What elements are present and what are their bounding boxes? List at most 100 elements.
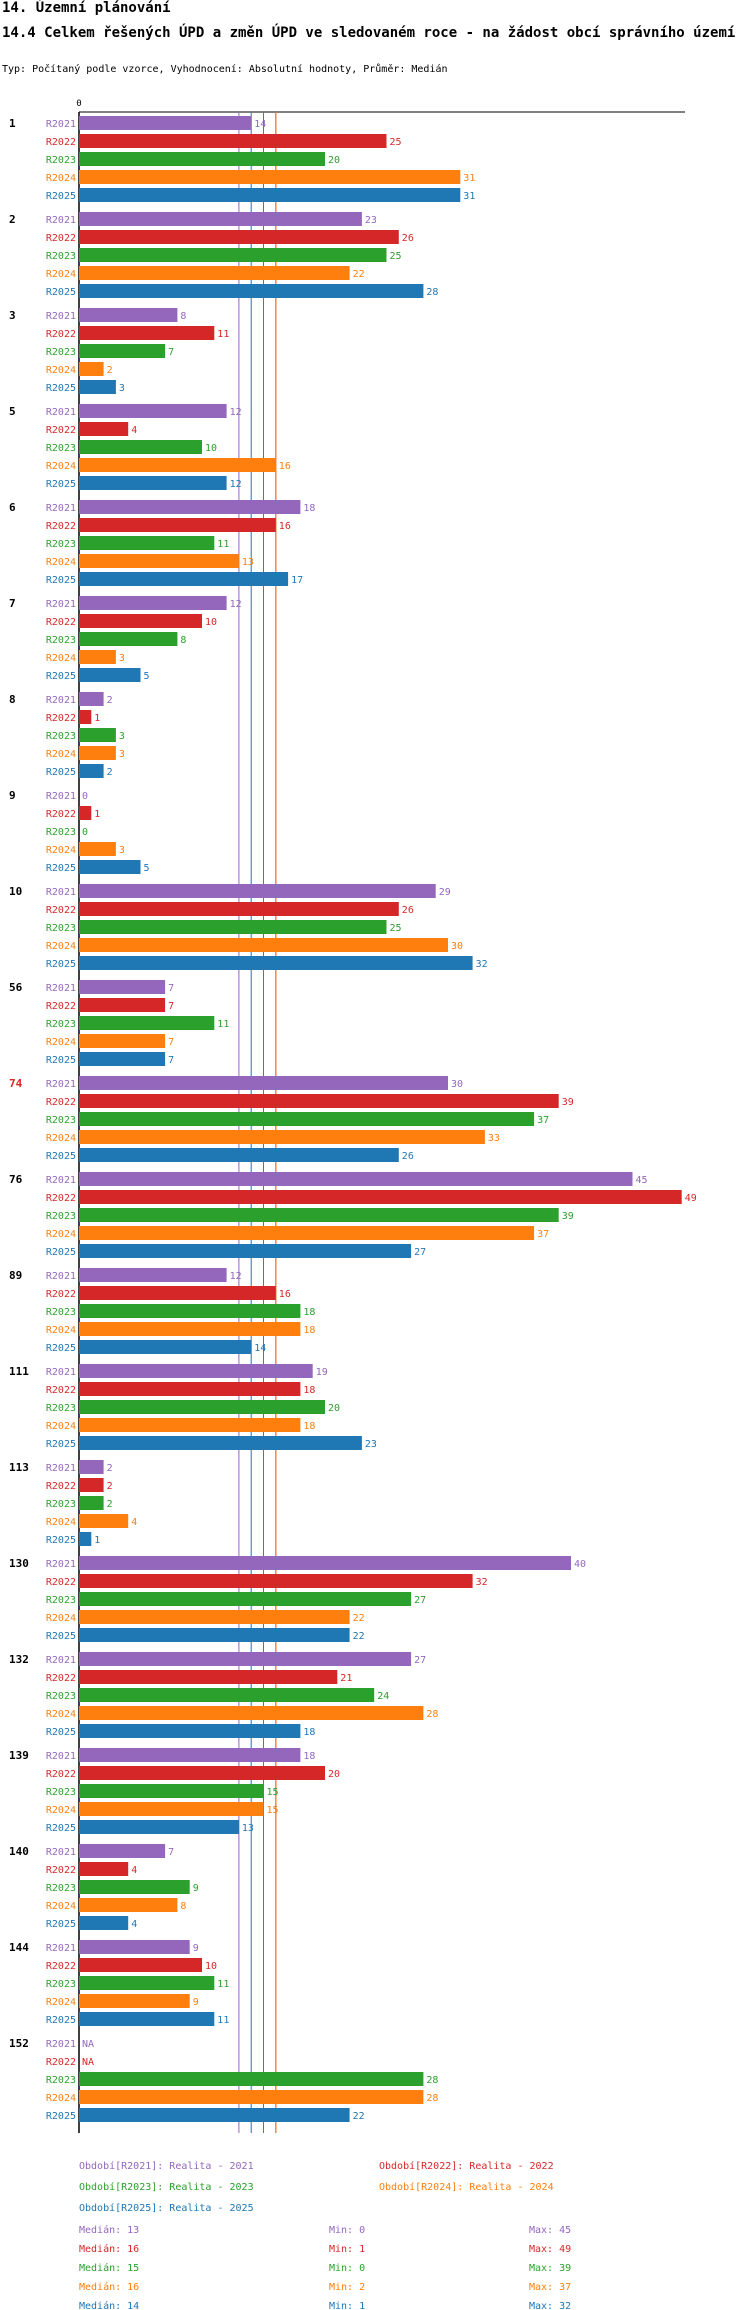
series-label: R2023 — [46, 1691, 76, 1702]
data-label: 10 — [205, 1961, 217, 1972]
series-label: R2022 — [46, 1481, 76, 1492]
bar — [79, 980, 166, 994]
category-label: 144 — [9, 1941, 29, 1954]
data-label: 8 — [180, 1901, 186, 1912]
bar — [79, 1148, 399, 1162]
bar — [79, 710, 92, 724]
series-label: R2025 — [46, 2111, 76, 2122]
data-label: 18 — [303, 1727, 315, 1738]
series-label: R2024 — [46, 653, 76, 664]
category-label: 74 — [9, 1077, 23, 1090]
data-label: 30 — [451, 1079, 463, 1090]
series-label: R2022 — [46, 617, 76, 628]
bar — [79, 596, 227, 610]
series-label: R2021 — [46, 119, 76, 130]
series-label: R2024 — [46, 1709, 76, 1720]
bar — [79, 1052, 166, 1066]
series-label: R2022 — [46, 137, 76, 148]
series-label: R2025 — [46, 1919, 76, 1930]
series-label: R2021 — [46, 1559, 76, 1570]
category-label: 111 — [9, 1365, 29, 1378]
bar — [79, 188, 461, 202]
data-label: 26 — [402, 233, 414, 244]
bar — [79, 1382, 301, 1396]
chart-title: 14.4 Celkem řešených ÚPD a změn ÚPD ve s… — [2, 25, 736, 41]
data-label: 18 — [303, 1751, 315, 1762]
data-label: 49 — [685, 1193, 697, 1204]
series-label: R2022 — [46, 329, 76, 340]
series-label: R2023 — [46, 923, 76, 934]
category-label: 56 — [9, 981, 23, 994]
bar — [79, 1802, 264, 1816]
bar — [79, 134, 387, 148]
stat-max: Max: 49 — [529, 2244, 571, 2255]
data-label: 2 — [107, 695, 113, 706]
data-label: 26 — [402, 905, 414, 916]
series-label: R2023 — [46, 539, 76, 550]
series-label: R2024 — [46, 941, 76, 952]
data-label: 16 — [279, 1289, 291, 1300]
data-label: 22 — [353, 1613, 365, 1624]
series-label: R2023 — [46, 443, 76, 454]
bar — [79, 308, 178, 322]
data-label: 3 — [119, 653, 125, 664]
series-label: R2021 — [46, 503, 76, 514]
bar — [79, 1820, 239, 1834]
data-label: 20 — [328, 155, 340, 166]
data-label: 20 — [328, 1769, 340, 1780]
bar — [79, 554, 239, 568]
bar — [79, 1994, 190, 2008]
series-label: R2023 — [46, 1211, 76, 1222]
bar — [79, 518, 276, 532]
data-label: 7 — [168, 1001, 174, 1012]
data-label: 27 — [414, 1655, 426, 1666]
series-label: R2022 — [46, 1289, 76, 1300]
series-label: R2024 — [46, 461, 76, 472]
bar — [79, 692, 104, 706]
series-label: R2025 — [46, 287, 76, 298]
bar — [79, 500, 301, 514]
bar — [79, 536, 215, 550]
category-label: 132 — [9, 1653, 29, 1666]
series-label: R2025 — [46, 1631, 76, 1642]
series-label: R2024 — [46, 1901, 76, 1912]
bar — [79, 170, 461, 184]
section-title: 14. Územní plánování — [2, 0, 171, 16]
series-label: R2022 — [46, 713, 76, 724]
series-label: R2025 — [46, 1343, 76, 1354]
data-label: 12 — [230, 407, 242, 418]
data-label: 15 — [267, 1805, 279, 1816]
bar — [79, 998, 166, 1012]
stat-min: Min: 1 — [329, 2301, 365, 2310]
data-label: 17 — [291, 575, 303, 586]
bar — [79, 1940, 190, 1954]
data-label: 28 — [426, 2093, 438, 2104]
series-label: R2025 — [46, 1535, 76, 1546]
bar — [79, 326, 215, 340]
data-label: 22 — [353, 269, 365, 280]
series-label: R2023 — [46, 347, 76, 358]
series-label: R2021 — [46, 311, 76, 322]
data-label: 0 — [82, 827, 88, 838]
data-label: 25 — [390, 251, 402, 262]
bar — [79, 1706, 424, 1720]
data-label: 7 — [168, 1037, 174, 1048]
data-label: 23 — [365, 1439, 377, 1450]
series-label: R2022 — [46, 2057, 76, 2068]
series-label: R2022 — [46, 1385, 76, 1396]
bar — [79, 1766, 325, 1780]
bar — [79, 1226, 535, 1240]
data-label: 1 — [94, 713, 100, 724]
data-label: 28 — [426, 287, 438, 298]
data-label: 14 — [254, 119, 266, 130]
category-label: 8 — [9, 693, 16, 706]
series-label: R2021 — [46, 1943, 76, 1954]
bar — [79, 1034, 166, 1048]
bar — [79, 1208, 559, 1222]
data-label: 9 — [193, 1997, 199, 2008]
legend-entry-r2021: Období[R2021]: Realita - 2021 — [79, 2160, 254, 2172]
category-label: 7 — [9, 597, 16, 610]
data-label: 2 — [107, 1481, 113, 1492]
series-label: R2021 — [46, 599, 76, 610]
series-label: R2024 — [46, 2093, 76, 2104]
